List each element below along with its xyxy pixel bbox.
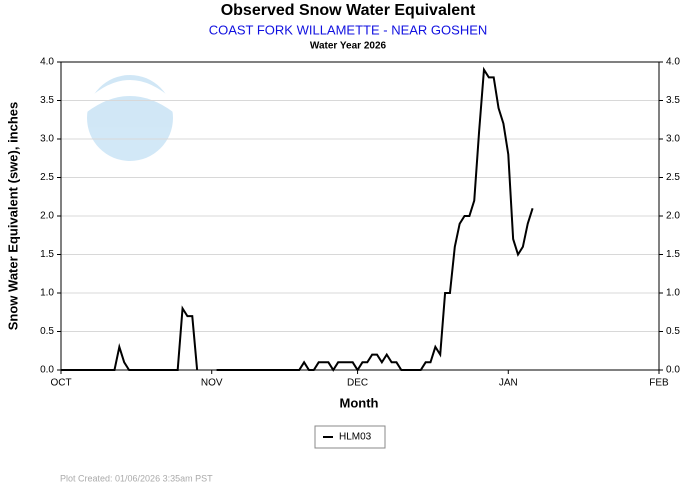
y2-tick-label: 4.0 — [666, 57, 680, 68]
x-tick-label: FEB — [649, 378, 669, 389]
y2-tick-label: 0.5 — [666, 326, 680, 337]
x-tick-label: OCT — [50, 378, 71, 389]
noaa-logo — [87, 75, 173, 161]
x-tick-label: DEC — [347, 378, 368, 389]
y2-tick-label: 3.5 — [666, 95, 680, 106]
y-tick-label: 3.0 — [40, 134, 54, 145]
y-tick-label: 4.0 — [40, 57, 54, 68]
y2-tick-label: 3.0 — [666, 134, 680, 145]
chart-title: Observed Snow Water Equivalent — [221, 2, 476, 19]
y2-tick-label: 1.5 — [666, 249, 680, 260]
y2-tick-label: 1.0 — [666, 288, 680, 299]
plot-border — [60, 61, 660, 371]
chart-subtitle: Water Year 2026 — [310, 41, 387, 52]
legend-box — [314, 425, 386, 449]
y-tick-label: 1.0 — [40, 288, 54, 299]
y2-tick-label: 2.5 — [666, 172, 680, 183]
y-tick-label: 0.0 — [40, 365, 54, 376]
y2-tick-label: 0.0 — [666, 365, 680, 376]
chart-subtitle: COAST FORK WILLAMETTE - NEAR GOSHEN — [209, 22, 488, 37]
y-axis-label: Snow Water Equivalent (swe), inches — [5, 102, 20, 331]
x-tick-label: JAN — [499, 378, 518, 389]
data-line — [61, 66, 534, 372]
y2-tick-label: 2.0 — [666, 211, 680, 222]
y-tick-label: 3.5 — [40, 95, 54, 106]
x-tick-label: NOV — [201, 378, 223, 389]
legend-label: HLM03 — [339, 432, 372, 443]
footer: Plot Created: 01/06/2026 3:35am PST — [60, 473, 213, 483]
y-tick-label: 0.5 — [40, 326, 54, 337]
x-axis-label: Month — [340, 395, 379, 410]
y-tick-label: 2.0 — [40, 211, 54, 222]
y-tick-label: 2.5 — [40, 172, 54, 183]
y-tick-label: 1.5 — [40, 249, 54, 260]
